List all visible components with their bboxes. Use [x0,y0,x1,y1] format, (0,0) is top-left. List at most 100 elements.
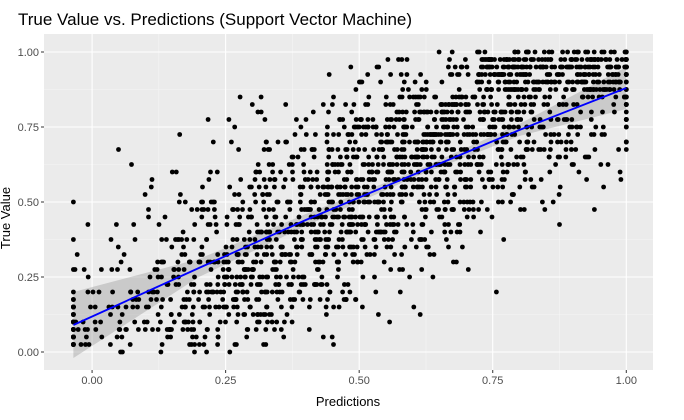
data-point [409,237,414,242]
data-point [608,49,614,55]
data-point [519,64,524,70]
data-point [555,139,560,145]
data-point [434,192,439,197]
data-point [130,304,136,310]
data-point [428,184,434,190]
data-point [186,297,192,302]
data-point [363,102,368,107]
x-tick-label: 0.50 [348,375,369,387]
data-point [366,154,372,160]
data-point [376,147,382,152]
data-point [254,222,260,227]
data-point [247,207,253,212]
data-point [540,64,546,70]
data-point [499,117,504,122]
data-point [386,237,391,242]
data-point [543,64,549,70]
data-point [326,109,331,115]
data-point [128,289,134,295]
data-point [298,124,304,130]
data-point [331,304,336,310]
data-point [334,244,339,250]
data-point [310,147,315,152]
data-point [199,244,205,250]
data-point [260,274,265,280]
data-point [452,192,458,197]
data-point [335,147,341,152]
data-point [508,147,514,152]
data-point [560,49,565,55]
data-point [454,132,460,137]
data-point [607,79,613,85]
data-point [373,124,379,130]
data-point [375,222,380,227]
data-point [397,267,402,272]
data-point [298,282,304,287]
data-point [541,147,547,152]
data-point [442,207,448,212]
data-point [347,229,353,235]
data-point [148,184,154,190]
data-point [521,94,527,100]
data-point [533,64,539,70]
data-point [580,94,586,100]
data-point [386,177,392,182]
data-point [274,319,280,325]
data-point [336,237,342,242]
data-point [92,319,98,325]
data-point [233,289,239,295]
data-point [371,184,377,190]
data-point [204,349,210,355]
data-point [383,102,389,107]
data-point [252,237,258,242]
data-point [283,214,289,220]
data-point [257,169,263,175]
data-point [421,147,427,152]
data-point [454,102,459,107]
data-point [524,64,529,70]
data-point [444,139,449,145]
data-point [264,304,269,310]
data-point [354,192,360,197]
data-point [336,214,341,220]
data-point [346,207,352,212]
data-point [330,102,335,107]
data-point [197,289,203,295]
data-point [623,147,629,152]
data-point [236,147,242,152]
data-point [561,94,566,100]
x-tick-label: 0.25 [215,375,236,387]
data-point [470,199,476,205]
data-point [433,184,439,190]
data-point [84,334,89,340]
data-point [375,162,381,167]
data-point [539,124,545,130]
data-point [442,162,448,167]
data-point [287,259,293,265]
data-point [116,327,122,332]
data-point [146,304,151,310]
y-tick-label: 0.25 [18,272,39,284]
data-point [556,72,561,77]
data-point [464,184,469,190]
data-point [295,154,301,160]
data-point [342,184,348,190]
data-point [261,147,267,152]
data-point [308,184,314,190]
data-point [290,177,296,182]
data-point [372,274,377,280]
data-point [455,109,461,115]
data-point [324,162,330,167]
data-point [116,147,121,152]
data-point [367,177,372,182]
data-point [255,109,261,115]
data-point [299,229,305,235]
data-point [294,252,300,257]
data-point [85,222,91,227]
data-point [549,64,555,70]
data-point [200,199,206,205]
data-point [623,94,629,100]
data-point [446,64,451,70]
data-point [402,244,408,250]
data-point [279,244,284,250]
